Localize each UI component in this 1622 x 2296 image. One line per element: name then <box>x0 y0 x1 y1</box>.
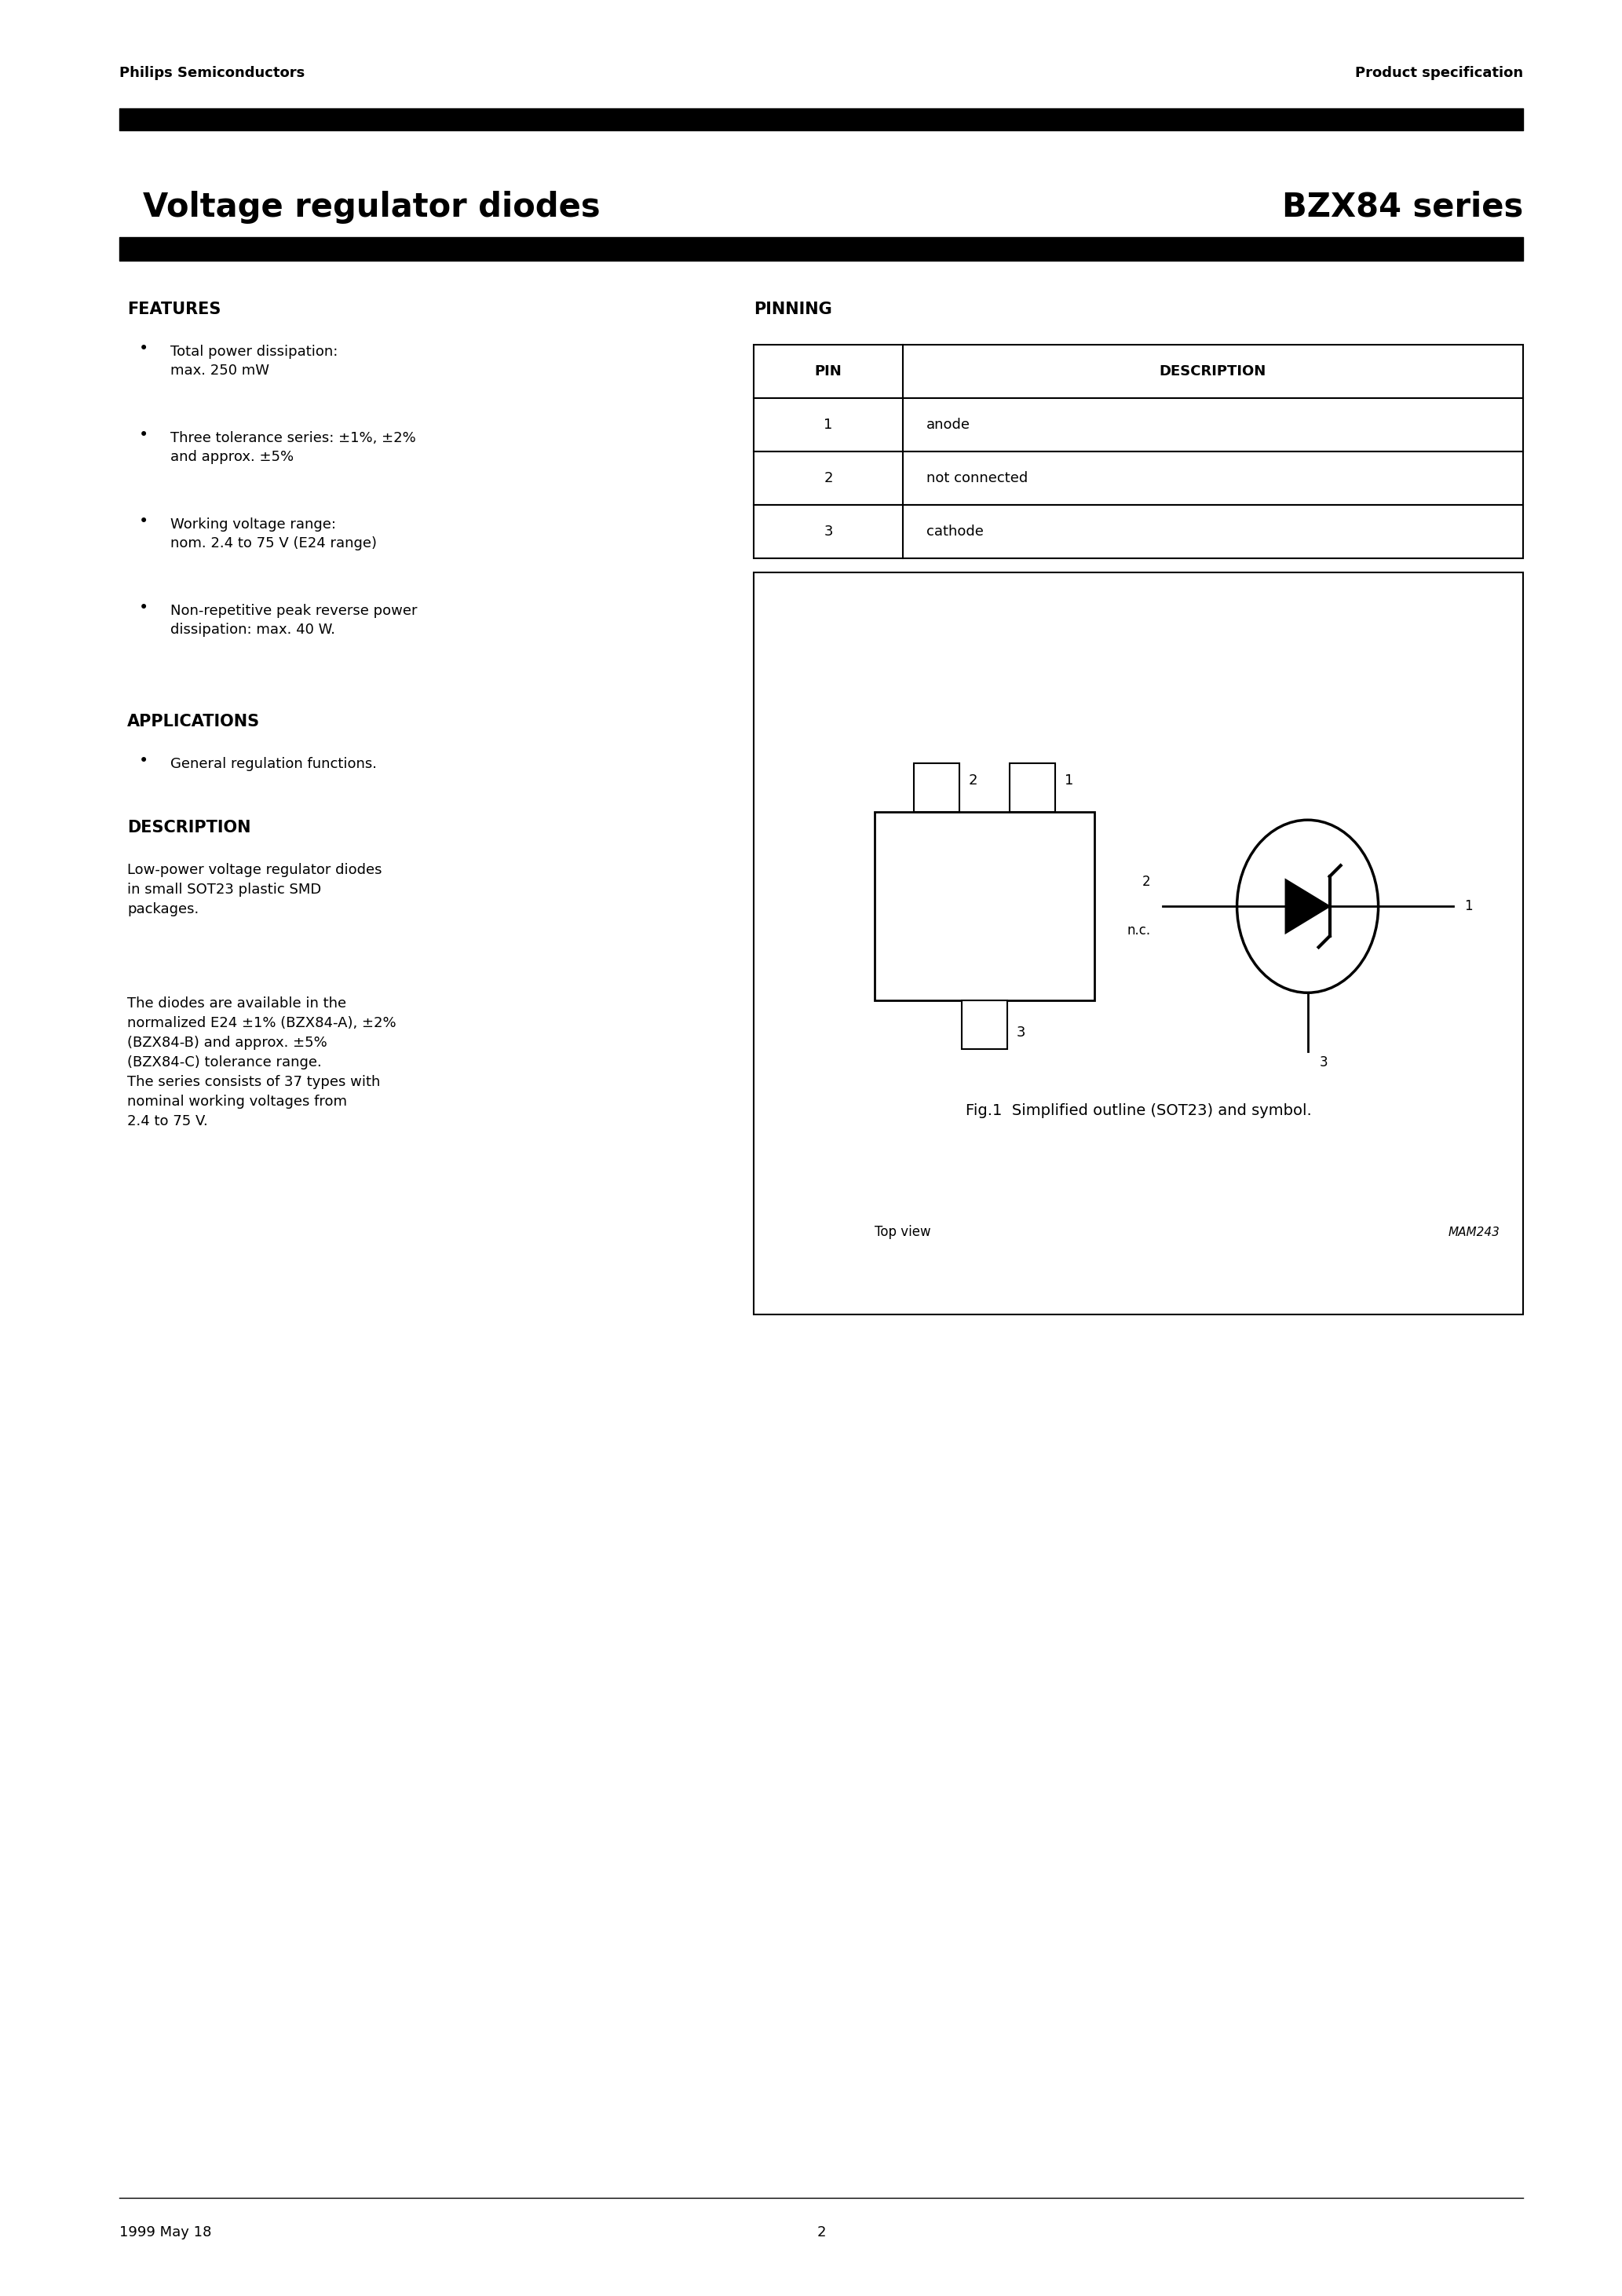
Text: •: • <box>139 427 149 443</box>
Text: Philips Semiconductors: Philips Semiconductors <box>120 67 305 80</box>
Text: 2: 2 <box>817 2225 826 2239</box>
Text: 2: 2 <box>968 774 978 788</box>
Text: Product specification: Product specification <box>1354 67 1523 80</box>
Text: The diodes are available in the
normalized E24 ±1% (BZX84-A), ±2%
(BZX84-B) and : The diodes are available in the normaliz… <box>127 996 396 1127</box>
Text: anode: anode <box>926 418 970 432</box>
Text: n.c.: n.c. <box>1127 923 1150 937</box>
Text: 1999 May 18: 1999 May 18 <box>120 2225 211 2239</box>
Text: Top view: Top view <box>874 1226 931 1240</box>
Bar <box>754 505 1523 558</box>
Text: 1: 1 <box>824 418 832 432</box>
Text: Total power dissipation:
max. 250 mW: Total power dissipation: max. 250 mW <box>170 344 337 379</box>
Text: •: • <box>139 599 149 615</box>
Text: 3: 3 <box>824 523 832 540</box>
Bar <box>874 813 1095 1001</box>
Text: Non-repetitive peak reverse power
dissipation: max. 40 W.: Non-repetitive peak reverse power dissip… <box>170 604 417 636</box>
Bar <box>962 1001 1007 1049</box>
Text: PINNING: PINNING <box>754 301 832 317</box>
Text: DESCRIPTION: DESCRIPTION <box>1160 365 1267 379</box>
Bar <box>754 452 1523 505</box>
Text: APPLICATIONS: APPLICATIONS <box>127 714 260 730</box>
Text: Three tolerance series: ±1%, ±2%
and approx. ±5%: Three tolerance series: ±1%, ±2% and app… <box>170 432 415 464</box>
Text: •: • <box>139 514 149 530</box>
Text: cathode: cathode <box>926 523 983 540</box>
Text: •: • <box>139 340 149 356</box>
Bar <box>913 765 959 813</box>
Bar <box>1009 765 1056 813</box>
Text: General regulation functions.: General regulation functions. <box>170 758 376 771</box>
Text: •: • <box>139 753 149 769</box>
Text: Voltage regulator diodes: Voltage regulator diodes <box>143 191 600 223</box>
Bar <box>754 572 1523 1316</box>
Text: 1: 1 <box>1064 774 1074 788</box>
Text: Low-power voltage regulator diodes
in small SOT23 plastic SMD
packages.: Low-power voltage regulator diodes in sm… <box>127 863 381 916</box>
Text: BZX84 series: BZX84 series <box>1281 191 1523 223</box>
Text: PIN: PIN <box>814 365 842 379</box>
Bar <box>754 397 1523 452</box>
Text: not connected: not connected <box>926 471 1028 484</box>
Text: 1: 1 <box>1465 900 1473 914</box>
Polygon shape <box>1286 879 1330 932</box>
Text: 3: 3 <box>1319 1056 1328 1070</box>
Text: Working voltage range:
nom. 2.4 to 75 V (E24 range): Working voltage range: nom. 2.4 to 75 V … <box>170 517 376 551</box>
Text: MAM243: MAM243 <box>1448 1226 1499 1238</box>
Text: 2: 2 <box>824 471 832 484</box>
Bar <box>754 344 1523 397</box>
Text: 2: 2 <box>1142 875 1150 889</box>
Text: 3: 3 <box>1017 1024 1025 1040</box>
Text: Fig.1  Simplified outline (SOT23) and symbol.: Fig.1 Simplified outline (SOT23) and sym… <box>965 1102 1312 1118</box>
Text: FEATURES: FEATURES <box>127 301 221 317</box>
Text: DESCRIPTION: DESCRIPTION <box>127 820 251 836</box>
